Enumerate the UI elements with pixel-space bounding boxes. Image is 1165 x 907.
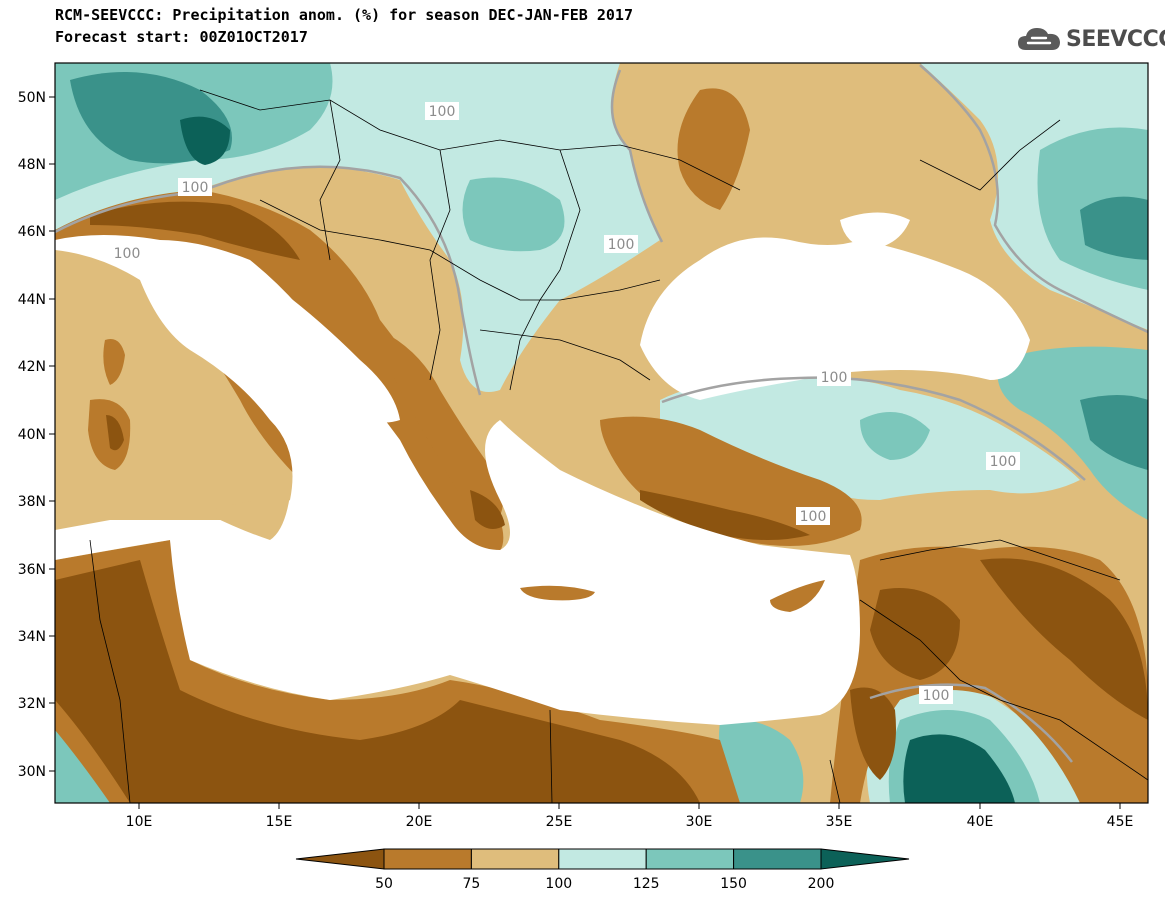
black-sea — [640, 237, 1030, 400]
lat-tick-label: 30N — [18, 764, 46, 780]
lon-tick-label: 30E — [686, 814, 713, 830]
colorbar-swatch — [558, 848, 647, 870]
lon-tick-label: 40E — [967, 814, 994, 830]
dry-region-ukraine — [677, 88, 750, 210]
colorbar-swatch — [383, 848, 472, 870]
sea-mask — [55, 212, 1030, 725]
colorbar-tick-label: 100 — [545, 876, 572, 892]
wet-core-carpathians — [462, 177, 565, 252]
dry-region-alps-strong — [90, 201, 300, 260]
contour-label: 100 — [110, 244, 144, 262]
svg-text:100: 100 — [182, 180, 209, 196]
svg-text:100: 100 — [429, 104, 456, 120]
cloud-icon — [1018, 28, 1060, 50]
contour-label: 100 — [986, 452, 1020, 470]
lat-tick-label: 46N — [18, 224, 46, 240]
lat-tick-label: 34N — [18, 629, 46, 645]
island-corsica — [103, 339, 125, 385]
lon-labels: 10E 15E 20E 25E 30E 35E 40E 45E — [126, 814, 1134, 830]
forecast-start-label: Forecast start: 00Z01OCT2017 — [55, 28, 308, 46]
contour-line — [919, 64, 1149, 334]
lat-tick-label: 44N — [18, 292, 46, 308]
contour-line — [661, 376, 1086, 481]
lat-tick-label: 38N — [18, 494, 46, 510]
islands — [88, 339, 825, 612]
lon-tick-label: 35E — [826, 814, 853, 830]
dry-region-iraq-strong — [980, 558, 1148, 720]
colorbar-swatch — [645, 848, 735, 870]
colorbar-tick-label: 125 — [633, 876, 660, 892]
lat-tick-label: 50N — [18, 90, 46, 106]
contour-label: 100 — [919, 686, 953, 704]
colorbar-swatch — [733, 848, 822, 870]
svg-text:100: 100 — [990, 454, 1017, 470]
island-sardinia-core — [106, 415, 124, 451]
contour-100-lines — [54, 64, 1149, 763]
wet-core-anatolia — [860, 412, 930, 460]
wet-region-arabia-peak — [903, 734, 1015, 803]
lon-tick-label: 20E — [406, 814, 433, 830]
lat-tick-label: 48N — [18, 157, 46, 173]
lon-tick-label: 15E — [266, 814, 293, 830]
svg-text:100: 100 — [821, 370, 848, 386]
contour-label: 100 — [817, 368, 851, 386]
colorbar-tick-label: 200 — [808, 876, 835, 892]
lat-tick-label: 36N — [18, 562, 46, 578]
wet-core-ukraine-east-strong — [1080, 196, 1148, 260]
svg-text:100: 100 — [608, 237, 635, 253]
lon-tick-label: 10E — [126, 814, 153, 830]
lat-labels: 30N 32N 34N 36N 38N 40N 42N 44N 46N 48N … — [18, 90, 46, 780]
contour-label: 100 — [425, 102, 459, 120]
island-sicily — [210, 495, 290, 540]
dry-region-anatolia-strong — [640, 490, 810, 540]
lon-axis — [138, 803, 1121, 809]
contour-line — [869, 683, 1073, 763]
colorbar-arrow-low — [295, 848, 385, 870]
lon-tick-label: 25E — [546, 814, 573, 830]
contour-label: 100 — [796, 507, 830, 525]
mediterranean-sea — [55, 235, 860, 725]
lat-axis — [49, 96, 55, 772]
colorbar: 50 75 100 125 150 200 — [295, 848, 910, 892]
colorbar-swatch — [470, 848, 560, 870]
lon-tick-label: 45E — [1107, 814, 1134, 830]
colorbar-tick-label: 50 — [375, 876, 393, 892]
contour-label: 100 — [604, 235, 638, 253]
colorbar-arrow-high — [820, 848, 910, 870]
dry-region-north-africa-strong — [55, 560, 700, 803]
wet-region-caucasus — [997, 346, 1148, 520]
island-cyprus — [770, 580, 825, 612]
dry-region-balkans — [380, 330, 504, 530]
contour-label: 100 — [178, 178, 212, 196]
map-title: RCM-SEEVCCC: Precipitation anom. (%) for… — [55, 6, 633, 24]
contour-line — [610, 69, 664, 243]
wet-region-nile-delta — [718, 719, 804, 803]
dry-region-greece-strong — [470, 490, 505, 529]
colorbar-tick-label: 75 — [462, 876, 480, 892]
adriatic-sea — [205, 250, 400, 423]
azov-sea — [840, 212, 910, 250]
anomaly-field — [55, 63, 1148, 803]
colorbar-tick-label: 150 — [720, 876, 747, 892]
dry-region-sinai — [850, 687, 896, 780]
contour-labels: 100 100 100 100 100 100 100 100 — [110, 102, 1020, 704]
seevccc-logo: SEEVCCC — [1016, 22, 1165, 56]
island-crete — [520, 585, 595, 601]
lat-tick-label: 42N — [18, 359, 46, 375]
map-frame — [54, 62, 1149, 804]
lat-tick-label: 32N — [18, 696, 46, 712]
logo-text: SEEVCCC — [1066, 26, 1165, 52]
svg-text:100: 100 — [114, 246, 141, 262]
country-borders — [89, 89, 1149, 804]
contour-line — [54, 165, 482, 396]
svg-text:100: 100 — [923, 688, 950, 704]
lat-tick-label: 40N — [18, 427, 46, 443]
wet-core-germany-peak — [180, 116, 230, 165]
wet-core-caucasus-strong — [1080, 395, 1148, 470]
svg-text:100: 100 — [800, 509, 827, 525]
